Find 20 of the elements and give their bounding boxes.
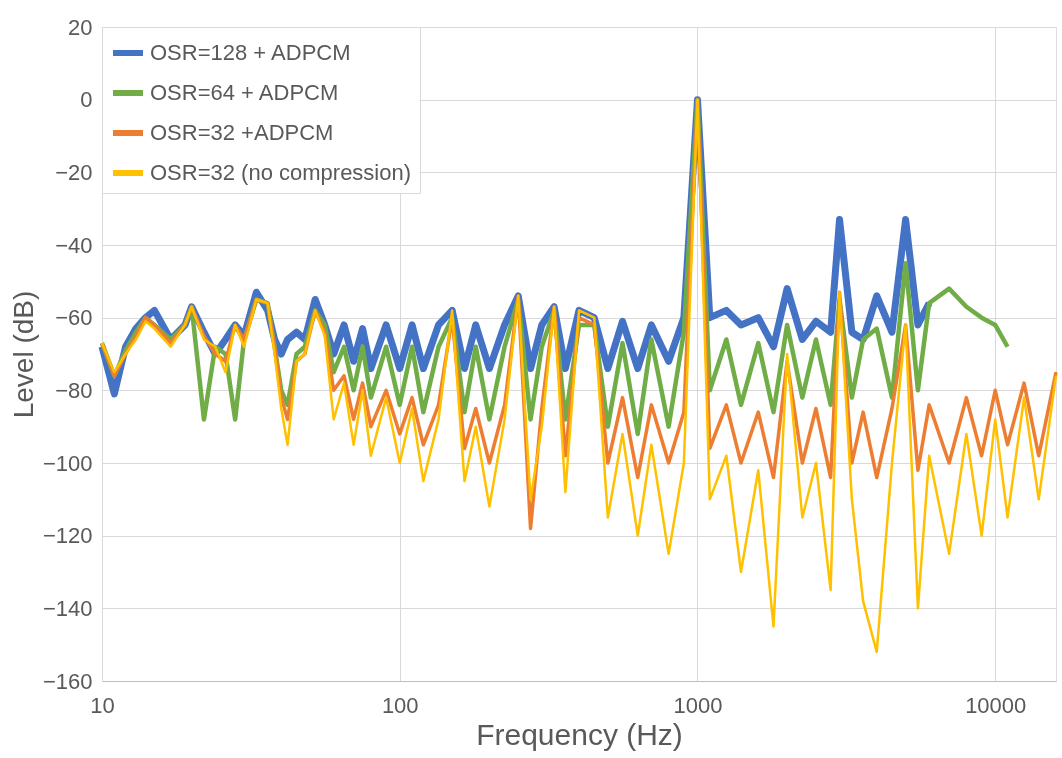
y-axis-title: Level (dB) xyxy=(7,290,39,419)
x-tick-label: 1000 xyxy=(673,692,723,718)
legend-label: OSR=32 (no compression) xyxy=(150,160,412,185)
x-tick-label: 10 xyxy=(90,692,115,718)
y-tick-label: −140 xyxy=(42,595,93,621)
legend-label: OSR=64 + ADPCM xyxy=(150,80,339,105)
y-tick-label: −20 xyxy=(55,159,93,185)
y-tick-label: 0 xyxy=(80,87,93,113)
x-axis-title: Frequency (Hz) xyxy=(476,717,683,751)
legend-label: OSR=128 + ADPCM xyxy=(150,40,351,65)
y-tick-label: −60 xyxy=(55,305,93,331)
y-tick-label: −40 xyxy=(55,232,93,258)
y-tick-label: −100 xyxy=(42,450,93,476)
y-tick-label: −160 xyxy=(42,668,93,694)
y-tick-label: −120 xyxy=(42,523,93,549)
legend-label: OSR=32 +ADPCM xyxy=(150,120,334,145)
x-tick-label: 100 xyxy=(381,692,419,718)
x-tick-label: 10000 xyxy=(965,692,1027,718)
y-tick-label: −80 xyxy=(55,377,93,403)
y-tick-label: 20 xyxy=(68,14,93,40)
